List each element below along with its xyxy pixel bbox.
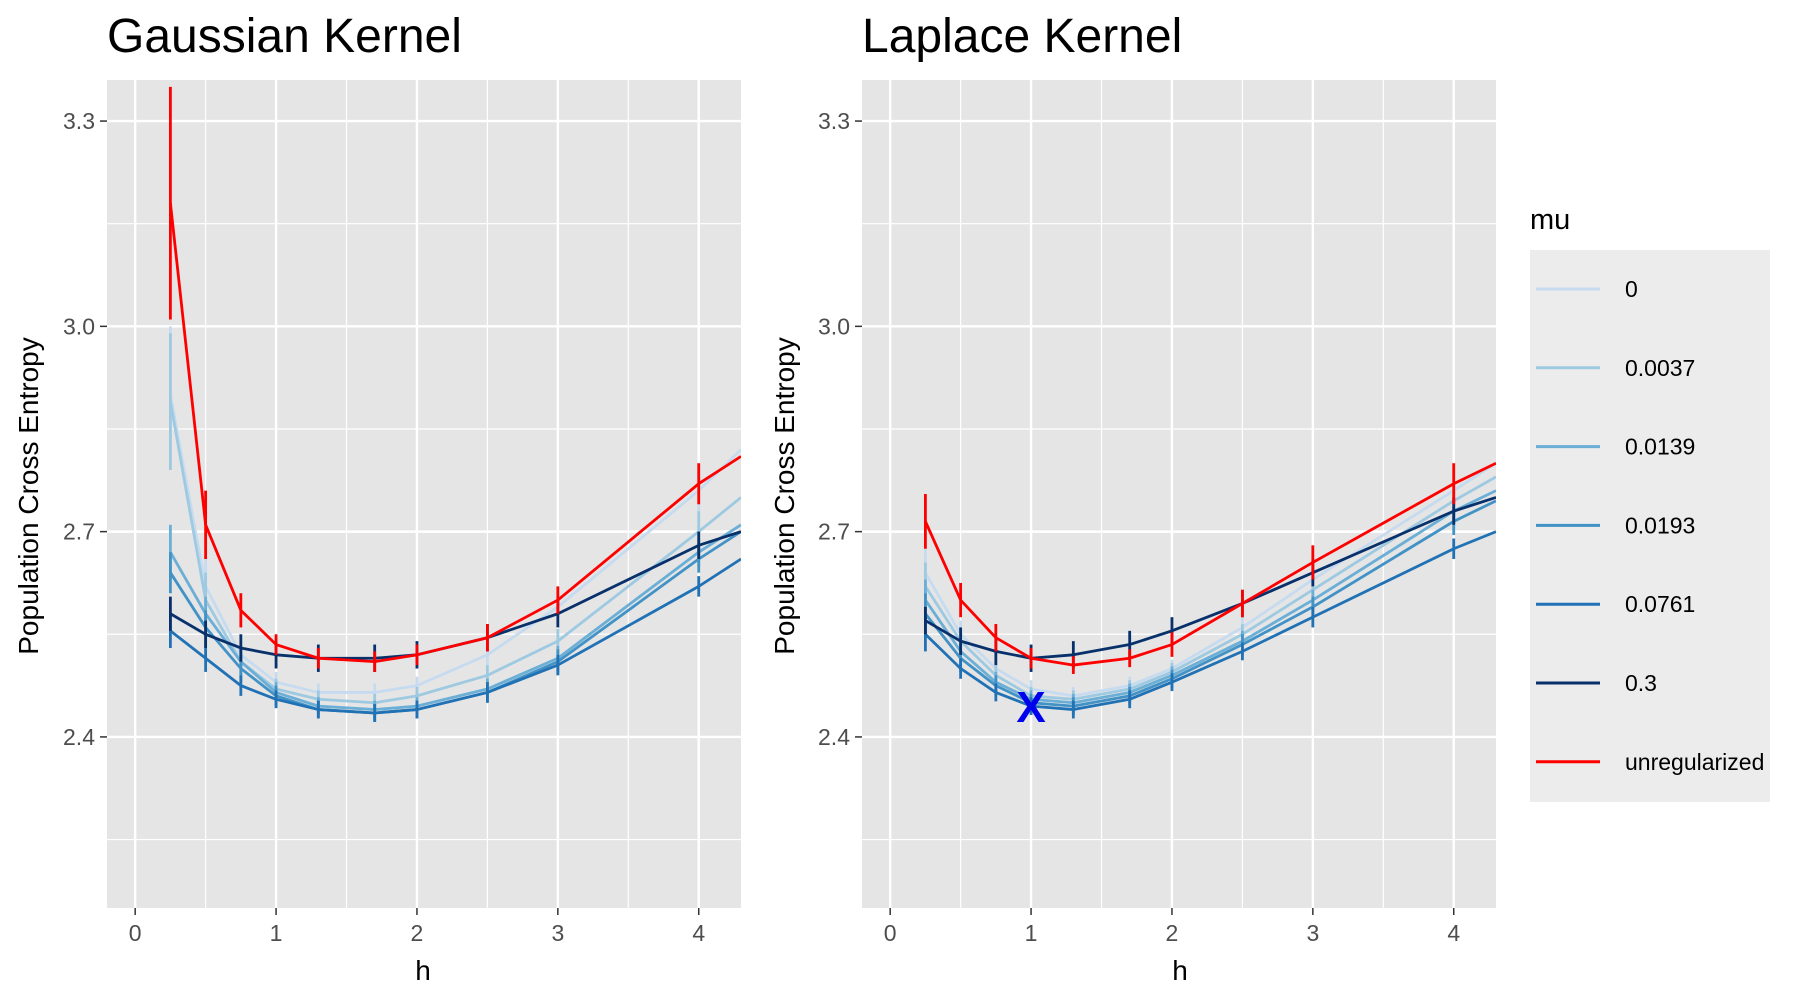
- x-axis-label-laplace: h: [1172, 955, 1188, 986]
- gaussian-kernel-panel: 0 1 2 3 4 2.4 2.7 3.0 3.3 Gaussian Kernel Popula…: [13, 10, 741, 986]
- y-tick-label: 2.7: [63, 519, 95, 545]
- y-tick-label: 2.4: [63, 724, 95, 750]
- y-tick-label: 2.4: [818, 724, 850, 750]
- y-tick-label: 3.3: [63, 108, 95, 134]
- y-tick-label: 2.7: [818, 519, 850, 545]
- x-tick-label: 1: [1025, 920, 1038, 946]
- x-axis-label-gaussian: h: [415, 955, 431, 986]
- y-tick-label: 3.0: [818, 313, 850, 339]
- legend-label: 0.0761: [1625, 591, 1695, 617]
- legend-label: 0.0037: [1625, 355, 1695, 381]
- y-axis-label-gaussian: Population Cross Entropy: [13, 337, 44, 655]
- legend-label: 0.0193: [1625, 512, 1695, 538]
- legend-title: mu: [1530, 204, 1570, 236]
- legend-label: 0.3: [1625, 670, 1657, 696]
- panel-title-laplace: Laplace Kernel: [862, 10, 1182, 63]
- plot-panel: [862, 80, 1496, 908]
- y-tick-label: 3.0: [63, 313, 95, 339]
- laplace-kernel-panel: 0 1 2 3 4 2.4 2.7 3.0 3.3 X Laplace Kernel Popula…: [769, 10, 1496, 986]
- legend-label: 0: [1625, 276, 1638, 302]
- x-tick-label: 3: [551, 920, 564, 946]
- x-tick-label: 2: [1166, 920, 1179, 946]
- y-tick-label: 3.3: [818, 108, 850, 134]
- series-unregularized: [924, 461, 1496, 674]
- x-tick-label: 4: [692, 920, 705, 946]
- optimum-marker: X: [1016, 683, 1045, 732]
- x-tick-label: 3: [1306, 920, 1319, 946]
- data-layer: [168, 86, 741, 722]
- panel-title-gaussian: Gaussian Kernel: [107, 10, 462, 63]
- x-tick-label: 0: [884, 920, 897, 946]
- x-tick-label: 1: [270, 920, 283, 946]
- series-unregularized: [168, 86, 741, 672]
- legend: mu 0 0.0037 0.0139 0.0193 0.0761 0.3 unregular…: [1530, 204, 1770, 802]
- data-layer: [924, 461, 1496, 719]
- x-tick-label: 0: [129, 920, 142, 946]
- y-axis-label-laplace: Population Cross Entropy: [769, 337, 800, 655]
- x-tick-label: 4: [1447, 920, 1460, 946]
- legend-label: unregularized: [1625, 749, 1764, 775]
- plot-panel: [107, 80, 741, 908]
- x-tick-label: 2: [411, 920, 424, 946]
- legend-label: 0.0139: [1625, 434, 1695, 460]
